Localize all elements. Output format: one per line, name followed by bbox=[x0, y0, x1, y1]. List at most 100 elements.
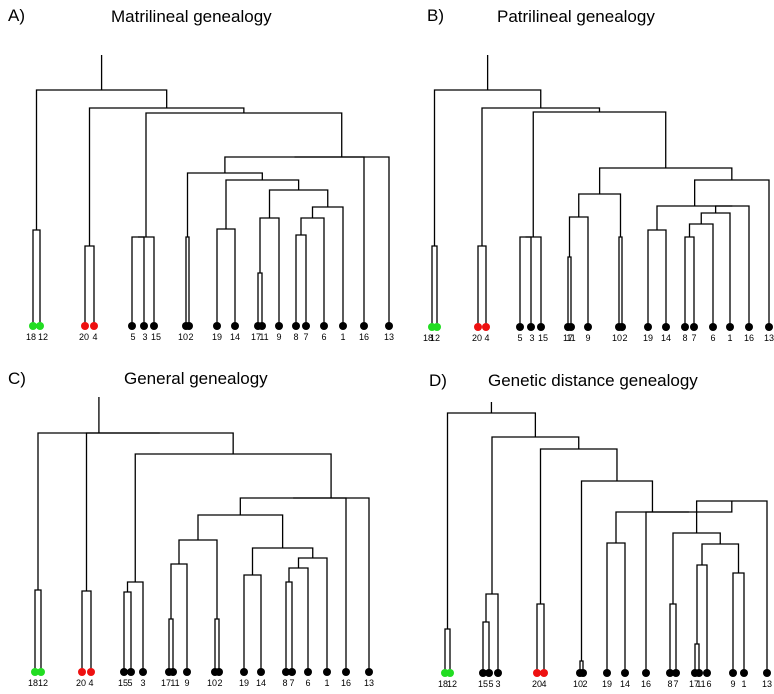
leaf-node bbox=[150, 322, 158, 330]
leaf-node bbox=[433, 323, 441, 331]
branch bbox=[694, 179, 770, 327]
leaf-label: 2 bbox=[188, 332, 193, 342]
branch bbox=[37, 432, 160, 590]
leaf-label: 16 bbox=[641, 679, 651, 689]
branch bbox=[491, 436, 580, 594]
branch bbox=[482, 621, 490, 673]
leaf-label: 1 bbox=[324, 678, 329, 688]
leaf-node bbox=[666, 669, 674, 677]
branch bbox=[684, 236, 695, 327]
leaf-label: 5 bbox=[127, 678, 132, 688]
panel-title: Matrilineal genealogy bbox=[111, 7, 272, 26]
leaf-node bbox=[482, 323, 490, 331]
leaf-label: 12 bbox=[38, 332, 48, 342]
leaf-node bbox=[672, 669, 680, 677]
leaf-label: 20 bbox=[79, 332, 89, 342]
leaf-label: 7 bbox=[691, 333, 696, 343]
leaf-label: 14 bbox=[620, 679, 630, 689]
branch bbox=[88, 107, 245, 246]
leaf-node bbox=[485, 669, 493, 677]
leaf-label: 6 bbox=[706, 679, 711, 689]
leaf-label: 2 bbox=[217, 678, 222, 688]
branch bbox=[186, 172, 263, 237]
branch bbox=[580, 480, 654, 661]
branch bbox=[694, 643, 700, 673]
branch bbox=[34, 589, 42, 672]
leaf-node bbox=[709, 323, 717, 331]
branch bbox=[578, 193, 622, 237]
leaf-node bbox=[231, 322, 239, 330]
leaf-node bbox=[292, 322, 300, 330]
leaf-node bbox=[618, 323, 626, 331]
branch bbox=[539, 448, 618, 604]
branch bbox=[123, 591, 132, 672]
leaf-label: 4 bbox=[484, 333, 489, 343]
branch bbox=[239, 497, 347, 672]
branch bbox=[293, 497, 370, 672]
leaf-node bbox=[183, 668, 191, 676]
dendrogram-general: 18 12 20 4 15 5 3 17 11 9 10 2 19 14 8 7 6 1 16 13 bbox=[28, 397, 374, 688]
leaf-label: 6 bbox=[710, 333, 715, 343]
branch bbox=[35, 89, 168, 230]
leaf-node bbox=[320, 322, 328, 330]
leaf-label: 10 bbox=[612, 333, 622, 343]
leaf-label: 8 bbox=[682, 333, 687, 343]
leaf-label: 17 bbox=[161, 678, 171, 688]
leaf-label: 10 bbox=[573, 679, 583, 689]
leaf-label: 7 bbox=[673, 679, 678, 689]
leaf-label: 17 bbox=[563, 333, 573, 343]
leaf-node bbox=[584, 323, 592, 331]
branch bbox=[295, 234, 307, 326]
leaf-label: 19 bbox=[239, 678, 249, 688]
leaf-node bbox=[282, 668, 290, 676]
leaf-label: 8 bbox=[293, 332, 298, 342]
leaf-label: 9 bbox=[184, 678, 189, 688]
leaf-label: 20 bbox=[532, 679, 542, 689]
leaf-label: 3 bbox=[140, 678, 145, 688]
leaf-label: 6 bbox=[305, 678, 310, 688]
leaf-label: 20 bbox=[76, 678, 86, 688]
leaf-label: 1 bbox=[340, 332, 345, 342]
leaf-label: 16 bbox=[341, 678, 351, 688]
leaf-node bbox=[765, 323, 773, 331]
branch bbox=[606, 542, 626, 673]
leaf-label: 17 bbox=[251, 332, 261, 342]
leaf-node bbox=[690, 323, 698, 331]
leaf-node bbox=[323, 668, 331, 676]
leaf-node bbox=[169, 668, 177, 676]
leaf-label: 18 bbox=[423, 333, 433, 343]
leaf-label: 18 bbox=[438, 679, 448, 689]
branch bbox=[732, 572, 745, 673]
leaf-node bbox=[78, 668, 86, 676]
leaf-node bbox=[579, 669, 587, 677]
leaf-label: 18 bbox=[26, 332, 36, 342]
branch bbox=[216, 228, 236, 326]
leaf-label: 14 bbox=[230, 332, 240, 342]
leaf-node bbox=[695, 669, 703, 677]
leaf-node bbox=[567, 323, 575, 331]
branch bbox=[32, 229, 41, 326]
leaf-node bbox=[603, 669, 611, 677]
leaf-label: 13 bbox=[762, 679, 772, 689]
leaf-node bbox=[139, 668, 147, 676]
leaf-node bbox=[516, 323, 524, 331]
leaf-node bbox=[763, 669, 771, 677]
leaf-label: 12 bbox=[430, 333, 440, 343]
leaf-node bbox=[365, 668, 373, 676]
leaf-node bbox=[726, 323, 734, 331]
leaf-label: 13 bbox=[764, 333, 774, 343]
leaf-node bbox=[360, 322, 368, 330]
branch bbox=[431, 245, 438, 327]
leaf-label: 10 bbox=[207, 678, 217, 688]
branch bbox=[214, 618, 220, 672]
leaf-node bbox=[81, 322, 89, 330]
leaf-label: 2 bbox=[582, 679, 587, 689]
leaf-label: 12 bbox=[447, 679, 457, 689]
leaf-node bbox=[127, 668, 135, 676]
leaf-label: 4 bbox=[92, 332, 97, 342]
leaf-node bbox=[87, 668, 95, 676]
leaf-node bbox=[644, 323, 652, 331]
leaf-node bbox=[621, 669, 629, 677]
panel-patrilineal: B) Patrilineal genealogy 18 12 20 4 5 3 15 17 11… bbox=[387, 0, 774, 347]
leaf-node bbox=[339, 322, 347, 330]
